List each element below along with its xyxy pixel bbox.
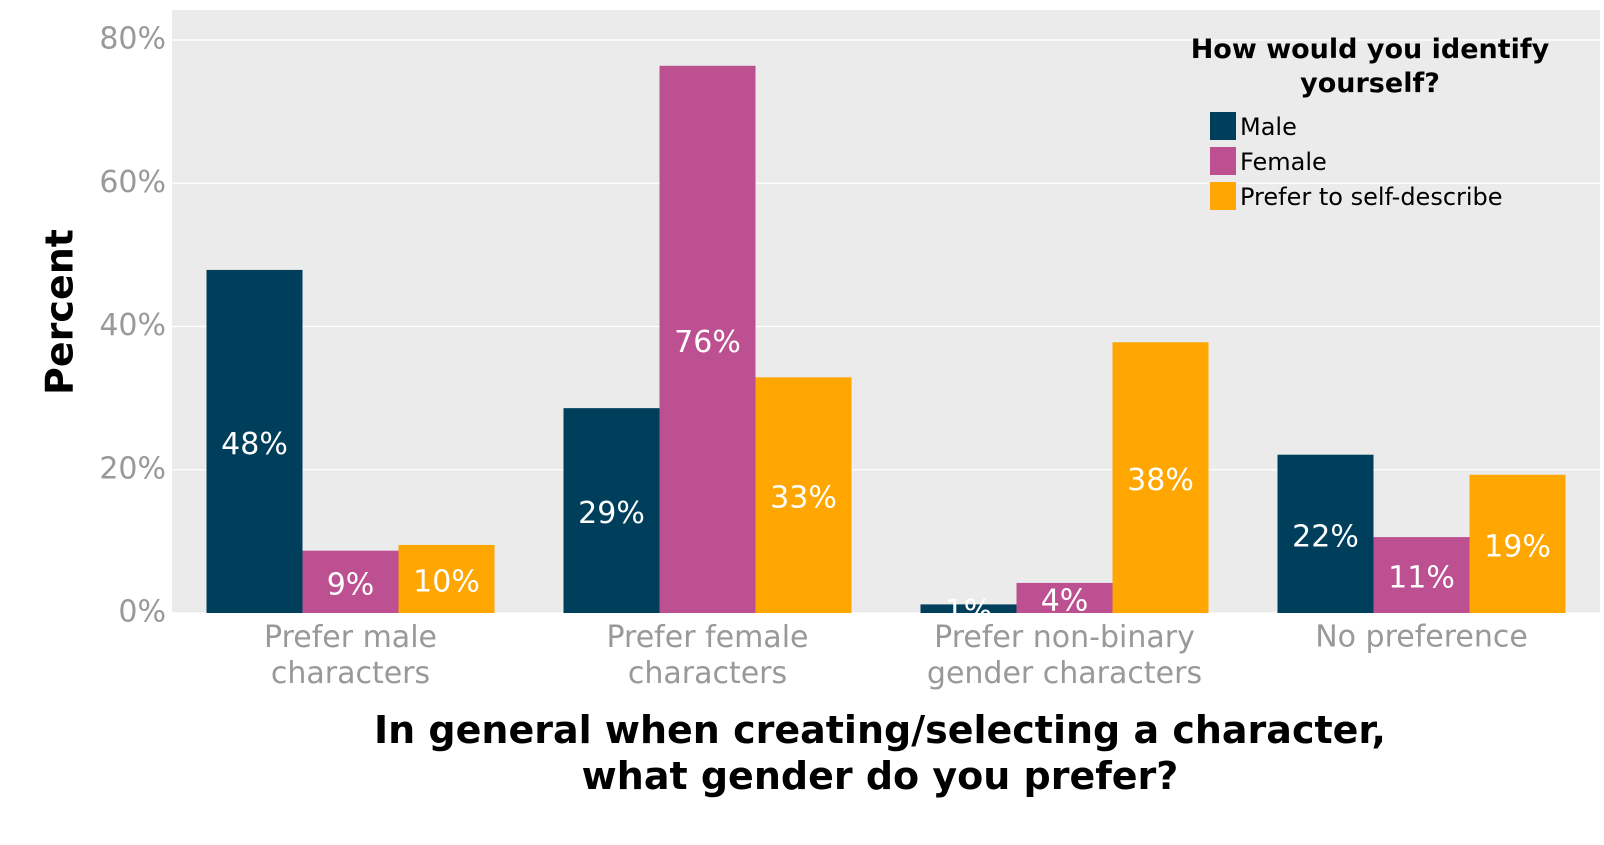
value-label: 19% [1484, 529, 1551, 564]
value-label: 33% [770, 481, 837, 516]
value-label: 4% [1041, 583, 1089, 618]
bar [563, 408, 660, 613]
legend-label: Female [1240, 148, 1327, 176]
bar [920, 604, 1017, 613]
y-tick-label: 0% [118, 595, 166, 630]
bar [206, 269, 303, 613]
value-label: 29% [578, 496, 645, 531]
bar [1016, 582, 1113, 613]
bar [659, 65, 756, 613]
value-label: 76% [674, 325, 741, 360]
legend-swatch [1210, 112, 1236, 140]
x-tick-label: No preference [1315, 620, 1528, 655]
bar [1373, 537, 1470, 613]
legend-label: Male [1240, 113, 1297, 141]
bar [1112, 342, 1209, 613]
legend-label: Prefer to self-describe [1240, 183, 1503, 211]
y-tick-label: 80% [99, 22, 166, 57]
value-label: 9% [327, 567, 375, 602]
y-axis-title: Percent [38, 229, 82, 395]
bar [302, 550, 399, 613]
y-tick-label: 60% [99, 165, 166, 200]
value-label: 11% [1388, 561, 1455, 596]
legend-swatch [1210, 182, 1236, 210]
bar [1469, 474, 1566, 613]
y-tick-label: 40% [99, 308, 166, 343]
x-tick-label: Prefer male characters [264, 620, 437, 691]
x-tick-label: Prefer female characters [606, 620, 808, 691]
value-label: 10% [413, 564, 480, 599]
value-label: 38% [1127, 463, 1194, 498]
y-tick-label: 20% [99, 451, 166, 486]
bar [398, 544, 495, 613]
x-axis-title: In general when creating/selecting a cha… [374, 708, 1386, 798]
legend-title: How would you identify yourself? [1191, 34, 1550, 99]
bar [1277, 454, 1374, 613]
x-tick-label: Prefer non-binary gender characters [927, 620, 1202, 691]
plot-panel [172, 10, 1600, 613]
value-label: 48% [221, 427, 288, 462]
legend-swatch [1210, 147, 1236, 175]
bar [755, 377, 852, 613]
value-label: 22% [1292, 519, 1359, 554]
value-label: 1% [945, 594, 993, 629]
